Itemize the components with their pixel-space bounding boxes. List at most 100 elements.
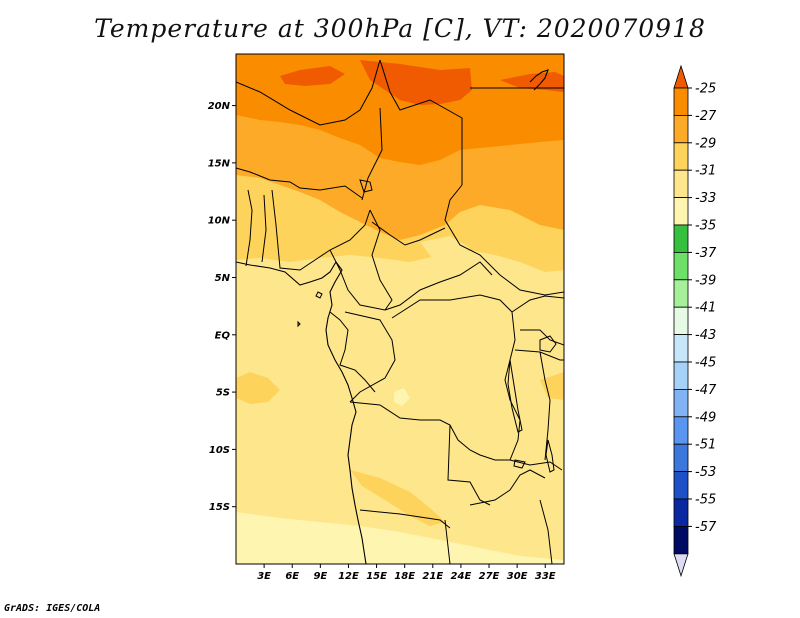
lon-tick-label: 30E <box>507 571 528 582</box>
longitude-axis: 3E 6E 9E 12E 15E 18E 21E 24E 27E 30E 33E <box>257 564 556 582</box>
lat-tick-label: 10N <box>208 216 231 227</box>
lake-victoria <box>539 335 557 353</box>
latitude-axis: 20N 15N 10N 5N EQ 5S 10S 15S <box>208 101 236 513</box>
colorbar: -25 -27 -29 -31 -33 -35 -37 -39 -41 -43 -45 -47 -49 -… <box>673 64 717 578</box>
boundaries <box>236 59 564 564</box>
lon-tick-label: 33E <box>535 571 556 582</box>
colorbar-swatch <box>673 416 689 445</box>
border-zambia-zimbabwe <box>469 469 546 506</box>
colorbar-swatch <box>673 251 689 281</box>
colorbar-swatch <box>673 224 689 253</box>
lon-tick-label: 18E <box>394 571 415 582</box>
colorbar-label: -35 <box>695 219 716 234</box>
lon-tick-label: 3E <box>257 571 271 582</box>
coastline-gulf-of-guinea <box>236 261 367 564</box>
lat-tick-label: 5S <box>216 388 230 399</box>
fill-35-to-33 <box>236 512 564 564</box>
colorbar-swatch <box>673 471 689 500</box>
colorbar-swatch <box>673 361 689 390</box>
border-nigeria <box>271 189 371 271</box>
colorbar-label: -55 <box>695 493 716 508</box>
fill-above-25-patch-e <box>500 72 564 92</box>
colorbar-label: -33 <box>695 191 716 206</box>
colorbar-label: -45 <box>695 356 716 371</box>
lat-tick-label: 15S <box>209 502 230 513</box>
temperature-field <box>236 54 564 564</box>
colorbar-label: -51 <box>695 438 716 453</box>
coastline-red-sea <box>529 69 549 91</box>
lake-tanganyika <box>507 359 523 433</box>
colorbar-swatch <box>673 169 689 198</box>
colorbar-label: -37 <box>695 246 717 261</box>
colorbar-swatch <box>673 279 689 308</box>
lon-tick-label: 15E <box>366 571 387 582</box>
grads-credit: GrADS: IGES/COLA <box>4 603 101 614</box>
colorbar-label: -47 <box>695 383 717 398</box>
border-sudan <box>444 184 564 296</box>
fill-above-25-patch-w <box>280 66 345 86</box>
border-chad-car <box>371 221 446 246</box>
colorbar-label: -39 <box>695 273 716 288</box>
colorbar-swatch <box>673 334 689 363</box>
map-title: Temperature at 300hPa [C], VT: 202007091… <box>94 14 706 43</box>
lat-tick-label: 20N <box>208 101 231 112</box>
colorbar-top-triangle <box>673 64 689 89</box>
lake-kariba <box>513 459 526 469</box>
border-tanzania <box>539 351 551 461</box>
fill-31-to-29-patch-angola <box>350 470 445 526</box>
colorbar-swatch <box>673 443 689 473</box>
colorbar-swatch <box>673 526 689 555</box>
colorbar-label: -41 <box>695 301 716 316</box>
border-algeria-niger <box>236 59 381 126</box>
lon-tick-label: 27E <box>479 571 500 582</box>
border-niger-chad <box>361 107 383 201</box>
border-namibia-botswana <box>444 519 451 564</box>
lon-tick-label: 21E <box>422 571 443 582</box>
border-angola-zambia <box>447 424 491 506</box>
colorbar-label: -25 <box>695 82 716 97</box>
lat-tick-label: EQ <box>215 330 231 341</box>
colorbar-bottom-triangle <box>673 553 689 578</box>
colorbar-label: -53 <box>695 465 716 480</box>
colorbar-label: -31 <box>695 164 716 179</box>
border-mozambique <box>509 459 563 564</box>
border-gabon-congo <box>329 311 376 393</box>
colorbar-swatch <box>673 197 689 226</box>
fill-31-to-29-patch-gabon <box>236 372 280 404</box>
border-cameroon <box>329 209 393 311</box>
border-drc-north <box>391 294 513 319</box>
lon-tick-label: 6E <box>285 571 299 582</box>
border-togo-ghana <box>245 189 253 267</box>
colorbar-label: -57 <box>695 520 717 535</box>
lon-tick-label: 9E <box>313 571 327 582</box>
border-benin <box>261 194 267 263</box>
lon-tick-label: 12E <box>338 571 359 582</box>
colorbar-swatch <box>673 306 689 336</box>
fill-31-to-29-patch-tanzania <box>540 372 564 400</box>
colorbar-swatch <box>673 87 689 116</box>
colorbar-swatch <box>673 142 689 171</box>
colorbar-label: -43 <box>695 328 716 343</box>
border-drc-west <box>344 311 396 403</box>
lat-tick-label: 10S <box>209 445 230 456</box>
lake-chad <box>359 179 373 193</box>
island-bioko <box>315 291 323 299</box>
lat-tick-label: 15N <box>208 158 231 169</box>
colorbar-swatch <box>673 498 689 527</box>
border-car <box>384 261 493 311</box>
colorbar-swatch <box>673 115 689 144</box>
border-east-africa <box>511 295 564 361</box>
border-libya-chad <box>379 59 463 185</box>
border-drc-east <box>504 311 521 461</box>
fill-35-to-33-patch <box>394 388 410 406</box>
lon-tick-label: 24E <box>451 571 472 582</box>
colorbar-swatch <box>673 388 689 418</box>
island-sao-tome <box>297 320 301 328</box>
colorbar-label: -27 <box>695 109 717 124</box>
lake-malawi <box>545 439 555 473</box>
map-frame <box>235 53 565 565</box>
colorbar-label: -29 <box>695 136 716 151</box>
colorbar-label: -49 <box>695 410 716 425</box>
fill-above-25 <box>360 60 472 105</box>
